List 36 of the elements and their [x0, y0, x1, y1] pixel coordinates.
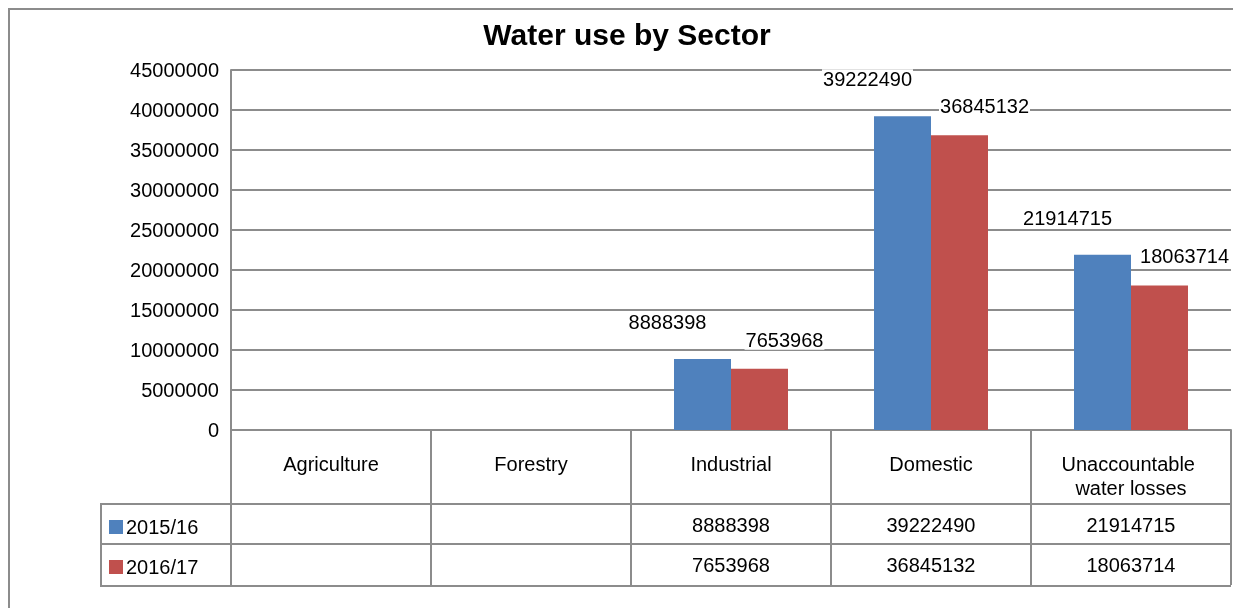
- x-tick-label: Unaccountable water losses: [1061, 453, 1201, 499]
- x-tick-label: Domestic: [889, 453, 973, 475]
- text: 39222490: [823, 68, 912, 91]
- x-tick-label: Forestry: [494, 453, 568, 475]
- data-label: 36845132: [885, 553, 977, 578]
- bar: [931, 135, 988, 430]
- y-tick-label: 25000000: [130, 219, 219, 241]
- data-label: 21914715: [1085, 513, 1177, 538]
- data-label: 18063714: [1085, 553, 1177, 578]
- y-tick-label: 5000000: [141, 379, 219, 401]
- data-label: 8888398: [691, 513, 771, 538]
- text: 8888398: [628, 310, 707, 333]
- text: 36845132: [940, 95, 1029, 118]
- y-tick-label: 40000000: [130, 99, 219, 121]
- y-tick-label: 10000000: [130, 339, 219, 361]
- chart-title: Water use by Sector: [483, 17, 771, 51]
- legend-label: 2016/17: [126, 556, 199, 578]
- data-label: 39222490: [885, 513, 977, 538]
- y-tick-label: 15000000: [130, 299, 219, 321]
- bar: [1131, 285, 1188, 430]
- x-tick-label: Agriculture: [283, 453, 379, 475]
- y-tick-label: 0: [207, 419, 219, 441]
- bar: [874, 116, 931, 430]
- legend-label: 2015/16: [126, 516, 199, 538]
- y-tick-label: 30000000: [130, 179, 219, 201]
- y-tick-label: 35000000: [130, 139, 219, 161]
- text: 18063714: [1140, 245, 1229, 268]
- y-tick-label: 45000000: [130, 59, 219, 81]
- bar: [731, 368, 788, 430]
- bar: [1074, 254, 1131, 430]
- bar: [674, 358, 731, 430]
- y-tick-label: 20000000: [130, 259, 219, 281]
- text: 21914715: [1023, 206, 1112, 229]
- text: 7653968: [745, 328, 824, 351]
- x-tick-label: Industrial: [690, 453, 772, 475]
- data-label: 7653968: [691, 553, 771, 578]
